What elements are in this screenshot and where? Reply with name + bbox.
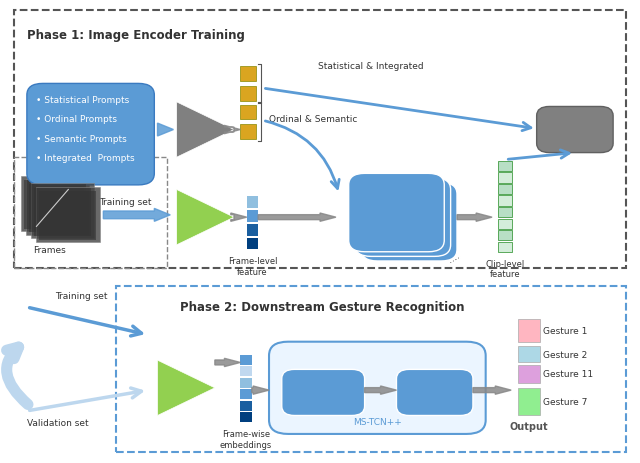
Text: MS-TCN++: MS-TCN++ (353, 417, 402, 426)
Bar (246, 211, 258, 222)
Text: Training set: Training set (99, 197, 152, 206)
Polygon shape (177, 103, 234, 158)
Text: $z^1$: $z^1$ (502, 243, 509, 252)
FancyBboxPatch shape (362, 183, 457, 262)
Polygon shape (215, 358, 241, 367)
Polygon shape (252, 386, 269, 394)
Bar (518, 365, 540, 383)
Polygon shape (473, 386, 511, 394)
Polygon shape (258, 213, 336, 222)
Bar (499, 196, 513, 206)
Polygon shape (231, 213, 246, 222)
Text: Training set: Training set (56, 292, 108, 300)
Text: Trained Image
Encoder: Trained Image Encoder (147, 378, 209, 398)
FancyBboxPatch shape (396, 369, 473, 416)
Text: ....: .... (446, 250, 461, 264)
Text: • Ordinal Prompts: • Ordinal Prompts (36, 115, 117, 124)
Bar (499, 185, 513, 194)
Bar (499, 162, 513, 172)
Bar (14, 11, 626, 269)
Text: $z^2$: $z^2$ (502, 231, 509, 240)
Text: Refinement
Stage: Refinement Stage (405, 383, 464, 402)
Text: $z_{\rm s4}$: $z_{\rm s4}$ (244, 128, 253, 136)
Text: Gesture 2: Gesture 2 (543, 350, 588, 359)
Bar (499, 219, 513, 229)
Text: Text Prompt
Encoder: Text Prompt Encoder (166, 120, 228, 140)
Bar (518, 319, 540, 342)
Text: Frame-wise
embeddings: Frame-wise embeddings (220, 429, 272, 449)
Text: Prediction
Generator: Prediction Generator (297, 383, 349, 402)
Text: Validation set: Validation set (27, 418, 88, 427)
Text: Phase 2: Downstream Gesture Recognition: Phase 2: Downstream Gesture Recognition (180, 300, 464, 313)
Bar (246, 197, 258, 208)
Bar (246, 238, 258, 250)
Bar (20, 176, 84, 232)
Bar (36, 188, 100, 243)
Polygon shape (225, 126, 241, 134)
Text: $z^3$: $z^3$ (502, 219, 509, 229)
Text: Frames: Frames (33, 245, 65, 254)
Polygon shape (457, 213, 492, 222)
Bar (241, 413, 252, 423)
Bar (241, 366, 252, 376)
Text: Contrastive
loss: Contrastive loss (543, 119, 607, 141)
Polygon shape (177, 190, 234, 245)
Bar (31, 184, 95, 239)
Text: $z_{\rm s1}$: $z_{\rm s1}$ (244, 71, 253, 79)
Bar (241, 67, 256, 82)
Text: $z^3_{\rm cl}$: $z^3_{\rm cl}$ (502, 173, 509, 183)
Text: $z^1_{\rm cl}$: $z^1_{\rm cl}$ (502, 196, 509, 206)
Bar (241, 401, 252, 411)
Bar (39, 192, 97, 240)
Bar (499, 231, 513, 241)
Text: • Semantic Prompts: • Semantic Prompts (36, 134, 127, 144)
Bar (241, 125, 256, 139)
Text: $z^4$: $z^4$ (502, 208, 509, 217)
Bar (499, 173, 513, 183)
FancyBboxPatch shape (269, 342, 486, 434)
FancyBboxPatch shape (349, 174, 444, 252)
FancyBboxPatch shape (27, 84, 154, 186)
Bar (241, 389, 252, 400)
Text: Statistical & Integrated: Statistical & Integrated (318, 62, 424, 70)
Bar (24, 181, 81, 229)
Bar (246, 225, 258, 236)
Text: $z^2_{\rm cl}$: $z^2_{\rm cl}$ (502, 184, 509, 195)
FancyBboxPatch shape (537, 107, 613, 153)
Bar (29, 185, 86, 233)
Text: $z_{\rm s2}$: $z_{\rm s2}$ (244, 90, 253, 98)
Text: Gesture 1: Gesture 1 (543, 326, 588, 335)
Text: $z_{\rm s3}$: $z_{\rm s3}$ (244, 109, 253, 117)
Text: Gesture 7: Gesture 7 (543, 397, 588, 406)
Polygon shape (157, 124, 173, 137)
Bar (518, 347, 540, 363)
Bar (499, 242, 513, 252)
Polygon shape (157, 360, 215, 416)
Text: Clip-level
feature: Clip-level feature (486, 259, 525, 278)
FancyBboxPatch shape (282, 369, 365, 416)
Text: Fusion Module: Fusion Module (351, 206, 442, 216)
Bar (518, 388, 540, 416)
Polygon shape (103, 209, 170, 222)
Bar (34, 188, 92, 237)
Text: • Statistical Prompts: • Statistical Prompts (36, 96, 130, 105)
FancyBboxPatch shape (355, 179, 451, 257)
Polygon shape (365, 386, 396, 394)
Text: • Integrated  Prompts: • Integrated Prompts (36, 154, 135, 163)
Bar (499, 207, 513, 218)
Text: Gesture 11: Gesture 11 (543, 369, 593, 379)
Text: Output: Output (509, 421, 548, 431)
Bar (241, 378, 252, 388)
Text: Phase 1: Image Encoder Training: Phase 1: Image Encoder Training (27, 29, 244, 42)
Bar (241, 355, 252, 365)
Text: Image
Encoder: Image Encoder (176, 208, 217, 227)
Bar (116, 287, 626, 452)
Bar (241, 87, 256, 102)
Text: Ordinal & Semantic: Ordinal & Semantic (269, 114, 357, 123)
Bar (241, 106, 256, 120)
Bar (26, 180, 90, 235)
Text: Frame-level
feature: Frame-level feature (228, 257, 277, 276)
Bar (14, 158, 167, 269)
Text: $z^4_{\rm cl}$: $z^4_{\rm cl}$ (502, 161, 509, 172)
